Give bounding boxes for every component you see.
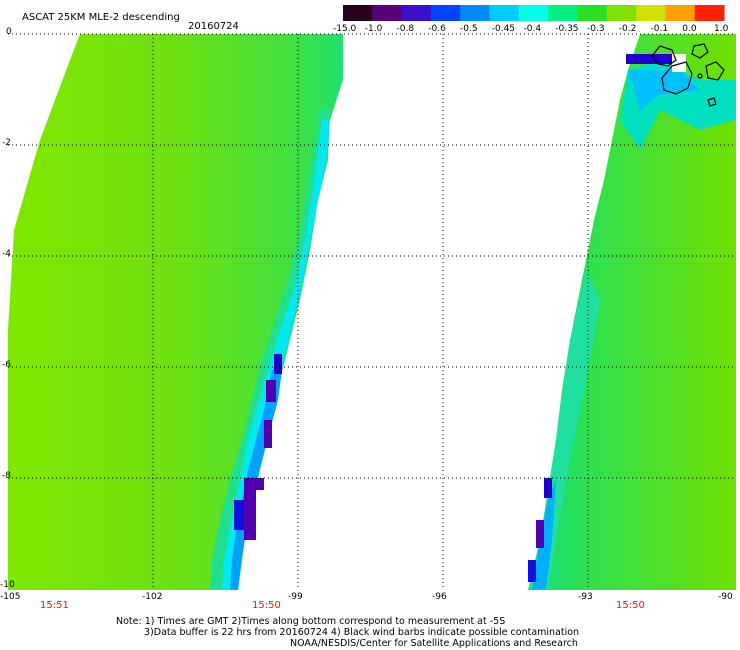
colorbar-swatch xyxy=(548,5,578,21)
colorbar-label: -0.45 xyxy=(491,24,516,34)
colorbar-swatch xyxy=(372,5,403,21)
colorbar-swatch xyxy=(636,5,666,21)
y-tick-0: 0 xyxy=(6,27,12,37)
colorbar-label: -0.3 xyxy=(587,24,605,34)
x-tick-93: -93 xyxy=(578,592,593,602)
colorbar-swatch xyxy=(460,5,490,21)
island-outlines xyxy=(651,43,725,107)
colorbar-label: -0.2 xyxy=(618,24,637,34)
colorbar-label: -0.5 xyxy=(460,24,478,34)
colorbar-label: -0.4 xyxy=(523,24,542,34)
colorbar-label: -0.35 xyxy=(555,24,579,34)
colorbar-swatch xyxy=(577,5,608,21)
colorbar-label: -0.8 xyxy=(396,24,415,34)
time-mid: 15:50 xyxy=(252,600,281,611)
colorbar-swatch xyxy=(401,5,432,21)
colorbar-label: -0.1 xyxy=(650,24,669,34)
colorbar-swatch xyxy=(489,5,520,21)
colorbar xyxy=(343,5,725,21)
graticule xyxy=(8,33,736,590)
y-tick-10: -10 xyxy=(0,580,15,590)
colorbar-label: -0.6 xyxy=(428,24,446,34)
y-tick-8: -8 xyxy=(2,471,11,481)
note-line-3: NOAA/NESDIS/Center for Satellite Applica… xyxy=(290,638,578,649)
x-tick-90: -90 xyxy=(718,592,733,602)
y-tick-2: -2 xyxy=(2,138,11,148)
colorbar-swatch xyxy=(343,5,373,21)
y-tick-4: -4 xyxy=(2,249,11,259)
colorbar-label: -1.0 xyxy=(364,24,383,34)
y-tick-6: -6 xyxy=(2,360,11,370)
colorbar-label: 0.0 xyxy=(682,24,697,34)
colorbar-swatch xyxy=(694,5,725,21)
note-line-2: 3)Data buffer is 22 hrs from 20160724 4)… xyxy=(144,627,580,638)
colorbar-swatch xyxy=(665,5,696,21)
colorbar-swatch xyxy=(430,5,461,21)
x-tick-102: -102 xyxy=(142,592,163,602)
title: ASCAT 25KM MLE-2 descending xyxy=(22,12,180,23)
right-swath xyxy=(528,34,736,590)
note-line-1: Note: 1) Times are GMT 2)Times along bot… xyxy=(116,616,506,627)
x-tick-105: -105 xyxy=(0,592,21,602)
colorbar-label: 1.0 xyxy=(714,24,729,34)
time-left: 15:51 xyxy=(40,600,69,611)
time-right: 15:50 xyxy=(616,600,645,611)
colorbar-label: -15.0 xyxy=(333,24,357,34)
x-tick-96: -96 xyxy=(432,592,447,602)
colorbar-swatch xyxy=(606,5,637,21)
x-tick-99: -99 xyxy=(288,592,303,602)
colorbar-swatch xyxy=(518,5,549,21)
date-label: 20160724 xyxy=(188,21,239,32)
left-swath xyxy=(8,34,343,590)
